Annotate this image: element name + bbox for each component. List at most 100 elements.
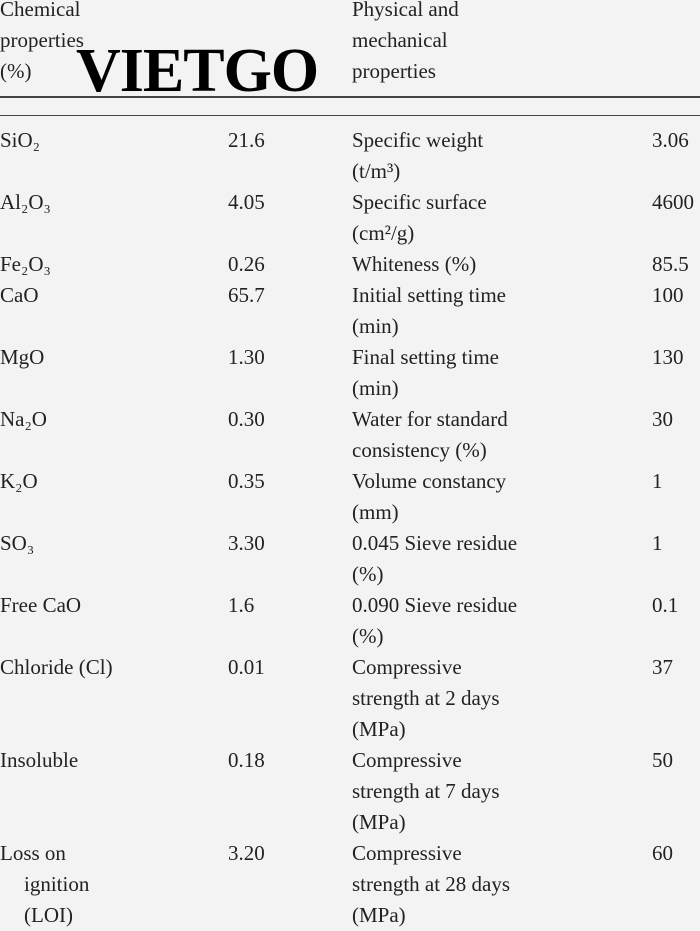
- property-name-line: consistency (%): [352, 438, 487, 462]
- property-name: Compressive strength at 2 days (MPa): [352, 652, 500, 745]
- chemical-value: 4.05: [228, 190, 265, 214]
- property-value: 100: [652, 283, 684, 307]
- chemical-value: 3.30: [228, 531, 265, 555]
- property-name-line: Specific surface: [352, 190, 487, 214]
- vietgo-watermark: VIETGO: [76, 37, 319, 105]
- chemical-name-line: ignition: [24, 872, 90, 896]
- chemical-value: 1.30: [228, 345, 265, 369]
- property-name-line: (MPa): [352, 810, 406, 834]
- header-line: mechanical: [352, 28, 448, 52]
- property-name-line: Compressive: [352, 841, 462, 865]
- header-rule-bottom: [0, 115, 700, 116]
- property-value: 1: [652, 531, 663, 555]
- property-name-line: Water for standard: [352, 407, 508, 431]
- table-row: Chloride (Cl) 0.01 Compressive strength at …: [0, 652, 700, 745]
- property-name-line: (%): [352, 562, 384, 586]
- chemical-name: Chloride (Cl): [0, 652, 113, 683]
- table-row: Na₂O 0.30 Water for standard consistency (%…: [0, 404, 700, 466]
- chemical-name: Na₂O: [0, 404, 47, 435]
- header-physical-properties: Physical and mechanical properties: [352, 0, 459, 87]
- chemical-value: 0.18: [228, 748, 265, 772]
- chemical-name-line: Insoluble: [0, 748, 79, 772]
- property-name: 0.045 Sieve residue (%): [352, 528, 517, 590]
- property-name: Compressive strength at 7 days (MPa): [352, 745, 500, 838]
- property-name: Final setting time (min): [352, 342, 499, 404]
- property-value: 4600: [652, 190, 694, 214]
- chemical-name-line: Chloride (Cl): [0, 655, 113, 679]
- property-name: 0.090 Sieve residue (%): [352, 590, 517, 652]
- property-name-line: 0.090 Sieve residue: [352, 593, 518, 617]
- property-name-line: Volume constancy: [352, 469, 507, 493]
- property-value: 0.1: [652, 593, 679, 617]
- chemical-value: 0.26: [228, 252, 265, 276]
- header-line: Chemical: [0, 0, 81, 21]
- header-line: Physical and: [352, 0, 459, 21]
- table-row: Fe₂O₃ 0.26 Whiteness (%) 85.5: [0, 249, 700, 280]
- chemical-name-line: Loss on: [0, 841, 66, 865]
- property-value: 37: [652, 655, 673, 679]
- chemical-name-line: Na₂O: [0, 407, 47, 431]
- chemical-name: CaO: [0, 280, 39, 311]
- chemical-name: Loss on ignition (LOI): [0, 838, 89, 931]
- property-name: Water for standard consistency (%): [352, 404, 508, 466]
- properties-table-body: SiO₂ 21.6 Specific weight (t/m³) 3.06 Al₂O₃ 4.…: [0, 125, 700, 931]
- property-name-line: (t/m³): [352, 159, 401, 183]
- property-name-line: strength at 2 days: [352, 686, 500, 710]
- property-value: 30: [652, 407, 673, 431]
- chemical-name-line: MgO: [0, 345, 45, 369]
- chemical-value: 0.01: [228, 655, 265, 679]
- property-value: 85.5: [652, 252, 689, 276]
- property-name: Compressive strength at 28 days (MPa): [352, 838, 510, 931]
- property-name: Specific surface (cm²/g): [352, 187, 487, 249]
- chemical-name-line: (LOI): [24, 903, 73, 927]
- chemical-name-line: K₂O: [0, 469, 38, 493]
- chemical-value: 65.7: [228, 283, 265, 307]
- property-value: 130: [652, 345, 684, 369]
- chemical-name: SiO₂: [0, 125, 40, 156]
- table-row: Free CaO 1.6 0.090 Sieve residue (%) 0.1: [0, 590, 700, 652]
- property-name-line: Final setting time: [352, 345, 499, 369]
- chemical-value: 21.6: [228, 128, 265, 152]
- property-name-line: (%): [352, 624, 384, 648]
- chemical-name-line: SO₃: [0, 531, 35, 555]
- chemical-name-line: Al₂O₃: [0, 190, 51, 214]
- property-value: 60: [652, 841, 673, 865]
- chemical-name: Insoluble: [0, 745, 78, 776]
- property-name-line: (MPa): [352, 903, 406, 927]
- property-name: Volume constancy (mm): [352, 466, 506, 528]
- property-name-line: (cm²/g): [352, 221, 415, 245]
- chemical-name: MgO: [0, 342, 44, 373]
- property-name-line: Whiteness (%): [352, 252, 477, 276]
- table-row: MgO 1.30 Final setting time (min) 130: [0, 342, 700, 404]
- property-value: 1: [652, 469, 663, 493]
- header-chemical-properties: Chemical properties (%): [0, 0, 84, 87]
- property-name-line: Compressive: [352, 655, 462, 679]
- chemical-name: Al₂O₃: [0, 187, 51, 218]
- chemical-value: 3.20: [228, 841, 265, 865]
- chemical-value: 1.6: [228, 593, 255, 617]
- table-row: SO₃ 3.30 0.045 Sieve residue (%) 1: [0, 528, 700, 590]
- chemical-name: Fe₂O₃: [0, 249, 51, 280]
- property-name-line: (mm): [352, 500, 399, 524]
- property-name-line: Compressive: [352, 748, 462, 772]
- chemical-name: K₂O: [0, 466, 38, 497]
- header-line: properties: [352, 59, 436, 83]
- table-row: Al₂O₃ 4.05 Specific surface (cm²/g) 4600: [0, 187, 700, 249]
- chemical-name-line: Free CaO: [0, 593, 82, 617]
- property-name: Initial setting time (min): [352, 280, 506, 342]
- table-row: Insoluble 0.18 Compressive strength at 7 da…: [0, 745, 700, 838]
- table-row: Loss on ignition (LOI) 3.20 Compressive stren…: [0, 838, 700, 931]
- chemical-value: 0.30: [228, 407, 265, 431]
- header-rule-top: [0, 96, 700, 98]
- table-row: SiO₂ 21.6 Specific weight (t/m³) 3.06: [0, 125, 700, 187]
- chemical-name-line: Fe₂O₃: [0, 252, 51, 276]
- property-name-line: strength at 28 days: [352, 872, 511, 896]
- chemical-name-line: CaO: [0, 283, 39, 307]
- property-name-line: (min): [352, 314, 399, 338]
- property-name-line: (MPa): [352, 717, 406, 741]
- header-line: properties: [0, 28, 84, 52]
- chemical-name-line: SiO₂: [0, 128, 41, 152]
- property-value: 50: [652, 748, 673, 772]
- property-name-line: Initial setting time: [352, 283, 506, 307]
- table-row: K₂O 0.35 Volume constancy (mm) 1: [0, 466, 700, 528]
